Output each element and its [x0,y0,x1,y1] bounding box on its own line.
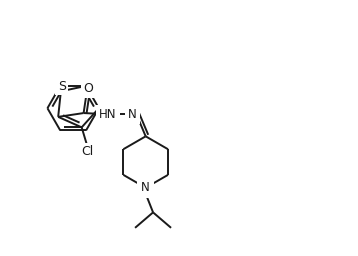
Text: O: O [83,82,93,95]
Text: S: S [58,80,66,93]
Text: HN: HN [99,108,117,121]
Text: N: N [128,108,137,121]
Text: Cl: Cl [82,145,94,158]
Text: N: N [141,181,150,194]
